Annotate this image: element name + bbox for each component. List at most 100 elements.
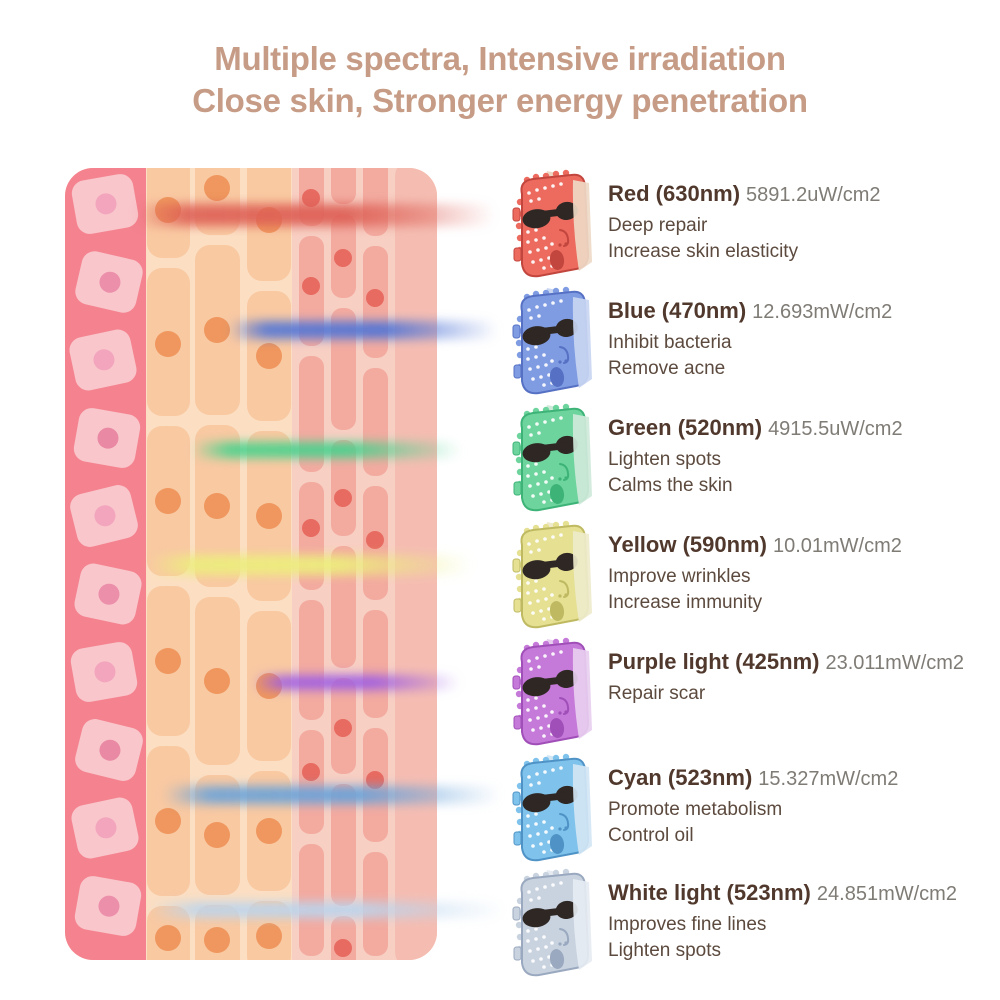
light-heading: White light (523nm) 24.851mW/cm2: [608, 880, 957, 906]
light-irradiance: 12.693mW/cm2: [752, 301, 893, 323]
light-benefit-1: Deep repair: [608, 215, 708, 236]
light-info: Blue (470nm) 12.693mW/cm2 Inhibit bacteri…: [608, 285, 892, 382]
light-irradiance: 10.01mW/cm2: [772, 535, 902, 557]
mask-mouth: [549, 718, 565, 738]
cyan-light-beam: [163, 786, 500, 804]
mask-goggles: [522, 785, 578, 813]
light-name: Blue (470nm): [608, 298, 747, 323]
mask-strap-slot: [512, 207, 521, 222]
led-mask-icon: [512, 753, 592, 862]
light-name: Green (520nm): [608, 415, 763, 440]
led-mask-icon: [512, 403, 592, 512]
light-benefit-2: Remove acne: [608, 358, 726, 379]
mask-strap-slot: [513, 946, 522, 961]
mask-mouth: [549, 601, 565, 621]
light-irradiance: 24.851mW/cm2: [816, 883, 957, 905]
light-row-purple: Purple light (425nm) 23.011mW/cm2 Repair …: [500, 636, 970, 753]
page-title: Multiple spectra, Intensive irradiation …: [0, 38, 1000, 122]
light-benefit-1: Improve wrinkles: [608, 566, 751, 587]
light-benefit-2: Increase immunity: [608, 592, 763, 613]
mask-goggles: [522, 552, 578, 580]
led-mask-icon: [512, 637, 592, 746]
mask-led-dots: [526, 533, 563, 621]
light-benefit-2: Calms the skin: [608, 475, 733, 496]
light-irradiance: 15.327mW/cm2: [758, 768, 899, 790]
light-name: Purple light (425nm): [608, 649, 820, 674]
light-irradiance: 23.011mW/cm2: [825, 652, 965, 674]
light-heading: Green (520nm) 4915.5uW/cm2: [608, 415, 903, 441]
mask-mouth: [549, 949, 565, 969]
mask-strap-slot: [513, 481, 522, 496]
mask-side-strap: [572, 648, 592, 739]
light-heading: Cyan (523nm) 15.327mW/cm2: [608, 765, 898, 791]
mask-strap-slot: [513, 831, 522, 846]
green-light-beam: [192, 442, 462, 458]
mask-strap-slot: [512, 675, 521, 690]
light-benefit-1: Promote metabolism: [608, 799, 783, 820]
light-heading: Yellow (590nm) 10.01mW/cm2: [608, 532, 902, 558]
mask-led-dots: [526, 299, 563, 387]
light-heading: Purple light (425nm) 23.011mW/cm2: [608, 649, 964, 675]
light-name: Yellow (590nm): [608, 532, 767, 557]
epidermis-cells: [69, 174, 143, 936]
light-benefit-1: Lighten spots: [608, 449, 722, 470]
mask-strap-slot: [513, 247, 522, 262]
mask-side-strap: [572, 764, 592, 855]
light-name: White light (523nm): [608, 880, 811, 905]
light-irradiance: 5891.2uW/cm2: [746, 184, 881, 206]
mask-side-strap: [572, 531, 592, 622]
mask-strap-slot: [513, 364, 522, 379]
led-mask-icon: [512, 520, 592, 629]
red-light-beam: [135, 204, 495, 226]
mask-strap-slot: [512, 324, 521, 339]
light-benefit-2: Control oil: [608, 825, 694, 846]
white-light-beam: [150, 902, 505, 918]
light-info: Cyan (523nm) 15.327mW/cm2 Promote metabol…: [608, 752, 898, 849]
light-row-cyan: Cyan (523nm) 15.327mW/cm2 Promote metabol…: [500, 752, 970, 869]
led-mask-icon: [512, 286, 592, 395]
mask-led-dots: [526, 766, 563, 854]
mask-goggles: [522, 900, 578, 928]
light-info: Yellow (590nm) 10.01mW/cm2 Improve wrinkl…: [608, 519, 902, 616]
light-name: Red (630nm): [608, 181, 741, 206]
led-mask-icon: [512, 868, 592, 977]
skin-cross-section: [65, 168, 437, 960]
purple-light-beam: [253, 675, 460, 690]
mask-goggles: [522, 435, 578, 463]
mask-goggles: [522, 201, 578, 229]
light-row-blue: Blue (470nm) 12.693mW/cm2 Inhibit bacteri…: [500, 285, 970, 402]
yellow-light-beam: [148, 555, 472, 575]
mask-side-strap: [572, 180, 592, 271]
light-irradiance: 4915.5uW/cm2: [768, 418, 903, 440]
title-line-2: Close skin, Stronger energy penetration: [192, 82, 808, 119]
blue-light-beam: [228, 321, 498, 339]
skin-illustration: [65, 168, 505, 960]
light-info: Green (520nm) 4915.5uW/cm2 Lighten spots …: [608, 402, 903, 499]
light-benefit-1: Improves fine lines: [608, 914, 767, 935]
mask-strap-slot: [512, 906, 521, 921]
light-info: White light (523nm) 24.851mW/cm2 Improves…: [608, 867, 957, 964]
light-benefit-1: Inhibit bacteria: [608, 332, 732, 353]
mask-strap-slot: [512, 441, 521, 456]
light-benefit-2: Lighten spots: [608, 940, 722, 961]
subcutis-nuclei: [302, 189, 384, 957]
mask-mouth: [549, 484, 565, 504]
mask-strap-slot: [512, 791, 521, 806]
mask-strap-slot: [513, 715, 522, 730]
mask-mouth: [549, 834, 565, 854]
title-line-1: Multiple spectra, Intensive irradiation: [214, 40, 786, 77]
light-info: Red (630nm) 5891.2uW/cm2 Deep repair Incr…: [608, 168, 881, 265]
mask-goggles: [522, 318, 578, 346]
light-row-white: White light (523nm) 24.851mW/cm2 Improves…: [500, 867, 970, 984]
mask-mouth: [549, 250, 565, 270]
mask-led-dots: [526, 416, 563, 504]
mask-led-dots: [526, 881, 563, 969]
mask-strap-slot: [512, 558, 521, 573]
light-info: Purple light (425nm) 23.011mW/cm2 Repair …: [608, 636, 964, 707]
light-row-yellow: Yellow (590nm) 10.01mW/cm2 Improve wrinkl…: [500, 519, 970, 636]
light-row-red: Red (630nm) 5891.2uW/cm2 Deep repair Incr…: [500, 168, 970, 285]
mask-led-dots: [526, 182, 563, 270]
mask-led-dots: [526, 650, 563, 738]
mask-side-strap: [572, 879, 592, 970]
